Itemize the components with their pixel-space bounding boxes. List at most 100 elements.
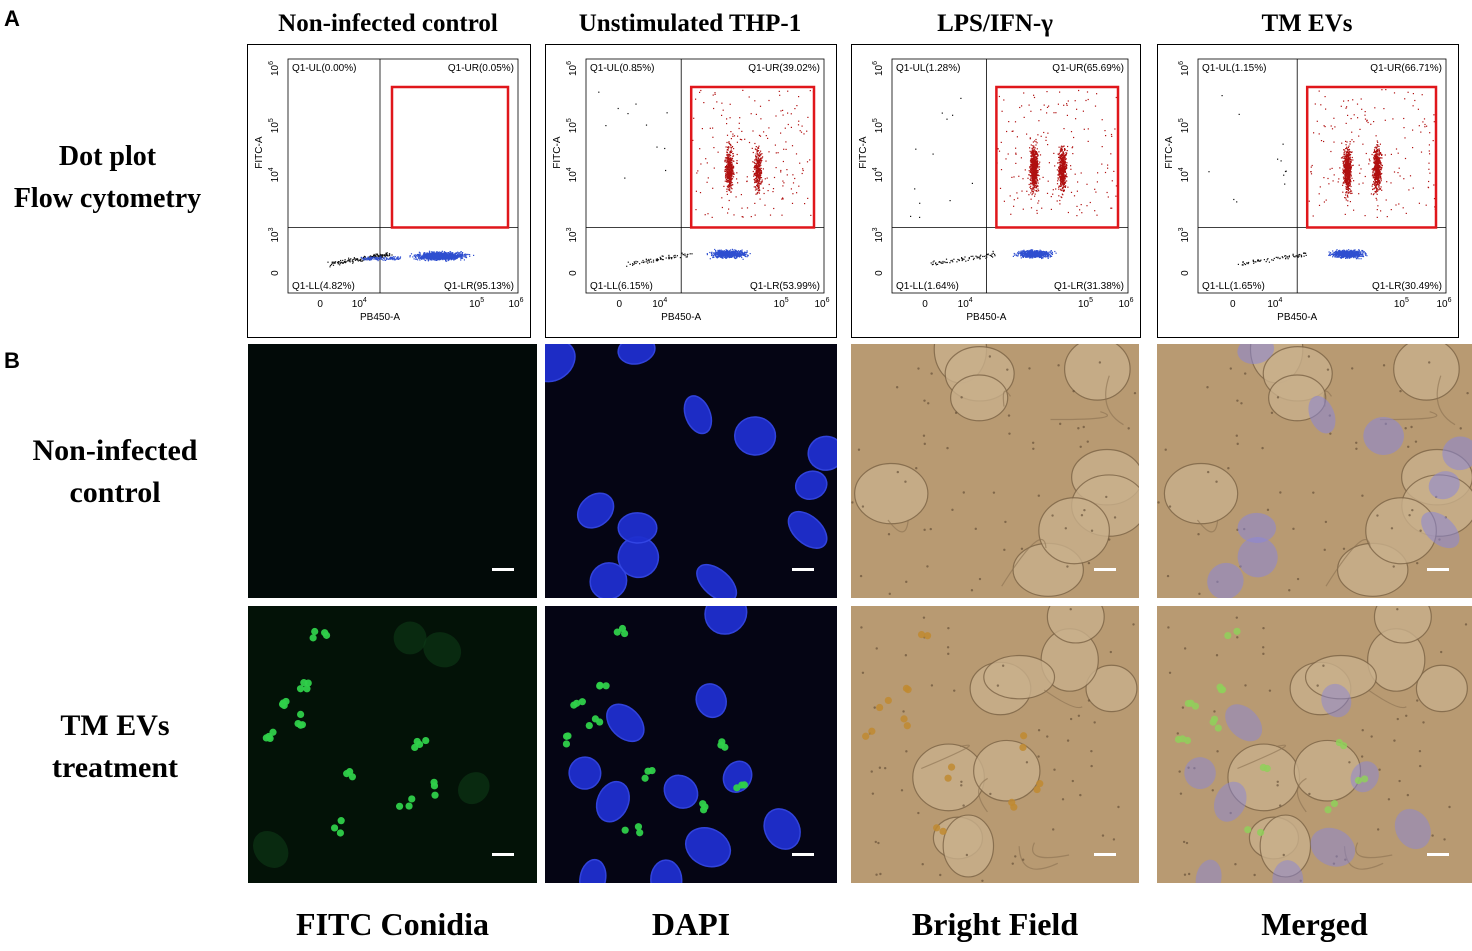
- conidium: [1360, 775, 1369, 783]
- granule: [1003, 548, 1006, 552]
- conidium: [578, 698, 586, 706]
- granule: [1168, 671, 1172, 674]
- granule: [1021, 858, 1025, 861]
- granule: [1086, 440, 1089, 443]
- granule: [1032, 447, 1035, 450]
- quadrant-label-ll: Q1-LL(6.15%): [590, 281, 653, 292]
- conidium: [1036, 780, 1044, 788]
- scale-bar: [1427, 568, 1449, 571]
- granule: [1101, 834, 1105, 837]
- flow-plot-svg: Q1-UL(1.15%) Q1-UR(66.71%) Q1-LL(1.65%) Q1-…: [1164, 58, 1452, 323]
- granule: [1236, 636, 1239, 639]
- granule: [1243, 372, 1247, 375]
- conidium: [1183, 736, 1192, 745]
- quadrant-label-lr: Q1-LR(31.38%): [1054, 281, 1124, 292]
- granule: [974, 527, 977, 531]
- conidium: [699, 806, 708, 814]
- granule: [1419, 529, 1422, 532]
- bottom-label-merged: Merged: [1261, 906, 1368, 942]
- cell: [1038, 497, 1111, 565]
- column-title-lps-ifn: LPS/IFN-γ: [937, 10, 1053, 37]
- fitc-image: [248, 606, 537, 883]
- granule: [1025, 761, 1029, 764]
- granule: [1213, 710, 1216, 713]
- cell-nucleus: [617, 344, 656, 365]
- granule: [1276, 784, 1279, 787]
- gate-box: [1305, 85, 1438, 229]
- conidium: [1244, 826, 1252, 834]
- granule: [877, 841, 880, 845]
- granule: [870, 770, 873, 773]
- y-axis-label: FITC-A: [254, 136, 265, 169]
- cell-nucleus: [579, 858, 607, 883]
- granule: [851, 501, 854, 504]
- conidium: [1324, 806, 1332, 814]
- granule: [1428, 361, 1431, 364]
- cell-process: [1368, 689, 1407, 709]
- granule: [1464, 623, 1468, 626]
- cell-process: [1379, 411, 1438, 421]
- granule: [1387, 798, 1391, 801]
- granule: [915, 467, 918, 470]
- granule: [1093, 721, 1096, 724]
- brightfield-image: [851, 606, 1139, 883]
- conidium: [1259, 763, 1267, 772]
- cell-nucleus: [1310, 827, 1356, 867]
- granule: [1410, 425, 1413, 429]
- row-label-dot-plot: Dot plot Flow cytometry: [0, 136, 215, 220]
- conidium: [348, 773, 356, 781]
- x-tick-label: 105: [1394, 297, 1409, 310]
- cell-process: [1296, 777, 1307, 813]
- y-tick-label: 0: [568, 270, 579, 276]
- panel-letter-a: A: [4, 6, 20, 31]
- conidium: [562, 732, 571, 740]
- cell-nucleus: [545, 344, 576, 383]
- cell-nucleus: [1308, 395, 1336, 434]
- granule: [922, 434, 926, 437]
- x-tick-label: 105: [774, 297, 789, 310]
- plot-area: [1197, 58, 1447, 294]
- granule: [1262, 652, 1265, 656]
- granule: [1164, 448, 1167, 451]
- cell-nucleus: [1213, 781, 1247, 822]
- granule: [1087, 699, 1091, 702]
- background: [248, 606, 537, 883]
- background: [248, 344, 537, 598]
- conidium: [1330, 800, 1339, 808]
- granule: [1382, 364, 1386, 367]
- granule: [1197, 532, 1200, 536]
- granule: [1028, 367, 1031, 370]
- granule: [895, 386, 899, 389]
- granule: [1268, 689, 1272, 692]
- cell-nucleus: [1225, 704, 1263, 742]
- granule: [1324, 520, 1328, 524]
- y-tick-label: 0: [270, 270, 281, 276]
- granule: [1396, 607, 1399, 611]
- conidium: [304, 679, 312, 687]
- y-tick-label: 106: [566, 61, 579, 76]
- conidium: [405, 802, 413, 810]
- conidium: [1233, 627, 1241, 635]
- conidium: [602, 682, 610, 690]
- granule: [1292, 527, 1295, 531]
- conidium: [699, 800, 707, 808]
- cell-nucleus: [684, 827, 732, 868]
- granule: [859, 574, 863, 578]
- dot-cloud: [598, 69, 814, 267]
- granule: [1090, 764, 1093, 768]
- x-axis-label: PB450-A: [360, 312, 400, 323]
- granule: [1279, 491, 1282, 494]
- conidium: [343, 770, 351, 778]
- y-tick-label: 106: [1178, 61, 1191, 76]
- cell-nucleus: [617, 512, 658, 544]
- granule: [873, 706, 876, 709]
- x-tick-label: 0: [922, 299, 928, 310]
- granule: [1006, 368, 1009, 371]
- dot-cloud: [1208, 89, 1437, 266]
- granule: [875, 647, 878, 650]
- conidium: [944, 774, 952, 782]
- granule: [1404, 427, 1407, 430]
- cell-nucleus: [695, 683, 727, 719]
- conidium: [413, 737, 421, 746]
- bottom-label-dapi: DAPI: [651, 906, 731, 942]
